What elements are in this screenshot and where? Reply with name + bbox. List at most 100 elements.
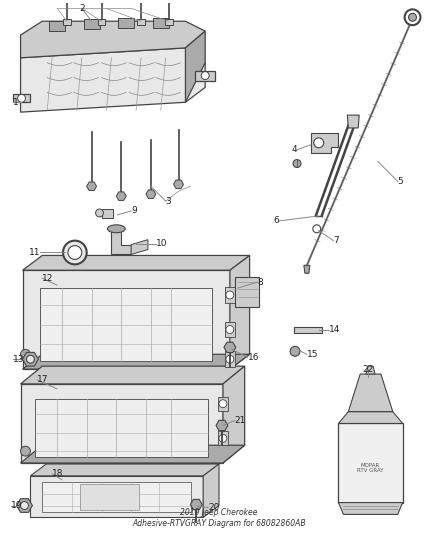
Polygon shape <box>30 464 219 476</box>
Polygon shape <box>21 445 245 463</box>
Polygon shape <box>311 133 339 152</box>
Text: 17: 17 <box>37 375 49 384</box>
Text: 11: 11 <box>29 248 40 257</box>
Circle shape <box>226 326 234 334</box>
Polygon shape <box>225 351 235 367</box>
Text: 19: 19 <box>11 501 22 510</box>
Circle shape <box>21 502 28 510</box>
Text: 5: 5 <box>398 177 403 186</box>
Circle shape <box>21 446 30 456</box>
Polygon shape <box>22 354 250 369</box>
Text: 20: 20 <box>208 503 219 512</box>
Polygon shape <box>131 240 148 254</box>
Polygon shape <box>21 21 205 58</box>
Text: 15: 15 <box>307 350 318 359</box>
Polygon shape <box>366 366 375 374</box>
Circle shape <box>18 94 25 102</box>
Text: 13: 13 <box>13 355 24 364</box>
Polygon shape <box>87 182 96 191</box>
Text: 6: 6 <box>273 216 279 225</box>
Polygon shape <box>111 229 131 254</box>
Polygon shape <box>225 322 235 337</box>
Circle shape <box>290 346 300 356</box>
Text: 12: 12 <box>42 273 53 282</box>
Polygon shape <box>118 18 134 28</box>
Polygon shape <box>339 424 403 503</box>
Polygon shape <box>218 397 228 410</box>
Text: 2: 2 <box>79 4 85 13</box>
Polygon shape <box>146 190 156 198</box>
Text: 2019 Jeep Cherokee
Adhesive-RTVGRAY Diagram for 68082860AB: 2019 Jeep Cherokee Adhesive-RTVGRAY Diag… <box>132 508 306 528</box>
Text: 1: 1 <box>13 98 18 107</box>
Polygon shape <box>153 18 169 28</box>
Polygon shape <box>80 484 139 511</box>
Polygon shape <box>98 19 106 25</box>
Polygon shape <box>63 19 71 25</box>
Polygon shape <box>339 503 403 514</box>
Text: 7: 7 <box>333 236 339 245</box>
Circle shape <box>226 291 234 299</box>
Text: 10: 10 <box>156 239 167 248</box>
Text: 3: 3 <box>166 197 171 206</box>
Polygon shape <box>137 19 145 25</box>
Polygon shape <box>235 277 259 307</box>
Circle shape <box>314 138 324 148</box>
Circle shape <box>226 356 234 363</box>
Polygon shape <box>84 19 99 29</box>
Polygon shape <box>117 192 126 200</box>
Text: 4: 4 <box>291 145 297 154</box>
Circle shape <box>409 13 417 21</box>
Polygon shape <box>224 342 236 352</box>
Polygon shape <box>22 255 250 270</box>
Polygon shape <box>191 499 202 510</box>
Polygon shape <box>294 327 321 333</box>
Polygon shape <box>35 399 208 457</box>
Polygon shape <box>21 384 223 463</box>
Polygon shape <box>42 482 191 512</box>
Circle shape <box>63 240 87 264</box>
Circle shape <box>313 225 321 233</box>
Circle shape <box>95 209 103 217</box>
Text: 21: 21 <box>235 416 246 425</box>
Polygon shape <box>195 71 215 80</box>
Circle shape <box>219 434 227 442</box>
Text: 9: 9 <box>131 206 137 215</box>
Ellipse shape <box>107 225 125 233</box>
Polygon shape <box>22 270 230 369</box>
Polygon shape <box>17 499 32 512</box>
Text: 14: 14 <box>328 325 340 334</box>
Text: 22: 22 <box>363 365 374 374</box>
Polygon shape <box>22 352 38 366</box>
Polygon shape <box>304 265 310 273</box>
Text: 16: 16 <box>247 353 259 362</box>
Polygon shape <box>40 288 212 361</box>
Polygon shape <box>223 366 245 463</box>
Polygon shape <box>225 287 235 303</box>
Polygon shape <box>30 476 203 518</box>
Circle shape <box>201 71 209 79</box>
Polygon shape <box>348 374 393 411</box>
Polygon shape <box>21 366 245 384</box>
Text: 8: 8 <box>258 278 263 287</box>
Polygon shape <box>347 115 359 128</box>
Circle shape <box>21 349 30 359</box>
Polygon shape <box>165 19 173 25</box>
Polygon shape <box>49 21 65 31</box>
Polygon shape <box>173 180 184 189</box>
Polygon shape <box>203 464 219 518</box>
Circle shape <box>68 246 82 260</box>
Polygon shape <box>216 421 228 431</box>
Circle shape <box>293 159 301 167</box>
Circle shape <box>405 10 420 25</box>
Circle shape <box>26 356 34 363</box>
Polygon shape <box>218 431 228 445</box>
Polygon shape <box>102 209 113 218</box>
Text: MOPAR
RTV GRAY: MOPAR RTV GRAY <box>357 463 384 473</box>
Polygon shape <box>339 411 403 424</box>
Text: 18: 18 <box>52 470 64 479</box>
Polygon shape <box>230 255 250 369</box>
Polygon shape <box>185 31 205 102</box>
Polygon shape <box>13 94 30 102</box>
Polygon shape <box>21 48 205 112</box>
Circle shape <box>219 400 227 408</box>
